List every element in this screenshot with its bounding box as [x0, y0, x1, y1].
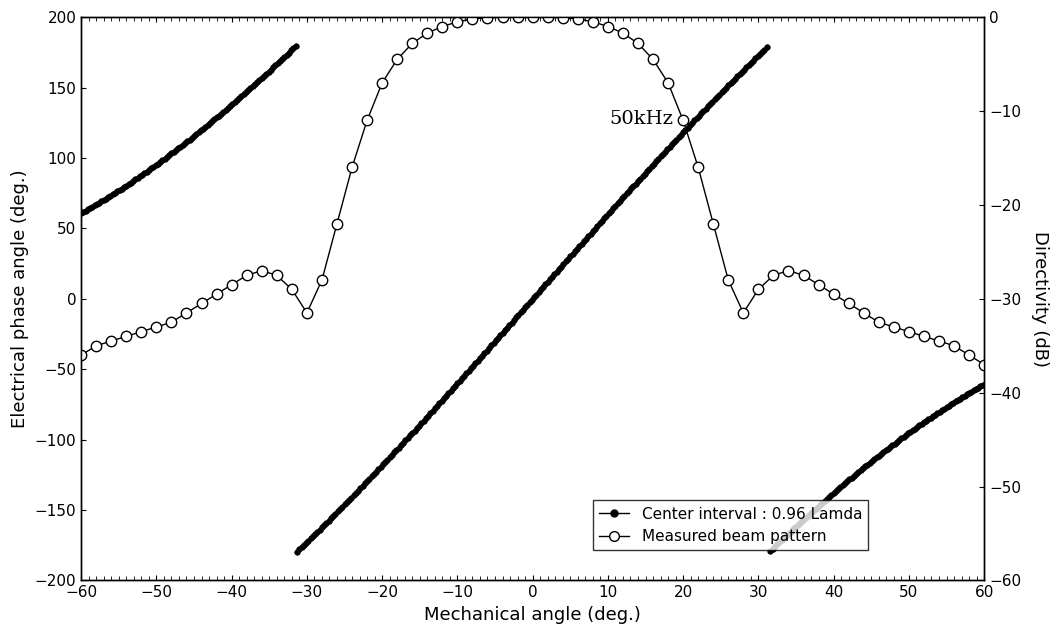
Measured beam pattern [391, 55, 404, 63]
Y-axis label: Electrical phase angle (deg.): Electrical phase angle (deg.) [11, 170, 29, 428]
Text: 50kHz: 50kHz [610, 109, 673, 128]
Center interval : 0.96 Lamda: (-60, 60.7): 0.96 Lamda: (-60, 60.7) [75, 210, 88, 217]
Line: Measured beam pattern: Measured beam pattern [76, 12, 989, 370]
Line: Center interval : 0.96 Lamda: Center interval : 0.96 Lamda [78, 43, 987, 555]
Measured beam pattern [285, 286, 298, 293]
Measured beam pattern [977, 361, 990, 368]
Center interval : 0.96 Lamda: (14.1, 84.2): 0.96 Lamda: (14.1, 84.2) [633, 177, 646, 184]
Measured beam pattern [511, 13, 524, 21]
X-axis label: Mechanical angle (deg.): Mechanical angle (deg.) [424, 606, 641, 624]
Center interval : 0.96 Lamda: (60, -60.7): 0.96 Lamda: (60, -60.7) [977, 380, 990, 388]
Center interval : 0.96 Lamda: (10.8, 64.8): 0.96 Lamda: (10.8, 64.8) [607, 204, 620, 211]
Measured beam pattern [255, 267, 268, 274]
Y-axis label: Directivity (dB): Directivity (dB) [1031, 231, 1049, 367]
Center interval : 0.96 Lamda: (-18.1, -107): 0.96 Lamda: (-18.1, -107) [390, 446, 403, 454]
Measured beam pattern [571, 15, 584, 23]
Measured beam pattern [872, 319, 885, 326]
Legend: Center interval : 0.96 Lamda, Measured beam pattern: Center interval : 0.96 Lamda, Measured b… [593, 500, 868, 551]
Center interval : 0.96 Lamda: (-7.1, -42.7): 0.96 Lamda: (-7.1, -42.7) [473, 355, 485, 363]
Center interval : 0.96 Lamda: (39.1, -142): 0.96 Lamda: (39.1, -142) [820, 495, 833, 503]
Measured beam pattern [75, 351, 88, 359]
Measured beam pattern [632, 39, 644, 47]
Center interval : 0.96 Lamda: (-21.6, -127): 0.96 Lamda: (-21.6, -127) [364, 474, 376, 482]
